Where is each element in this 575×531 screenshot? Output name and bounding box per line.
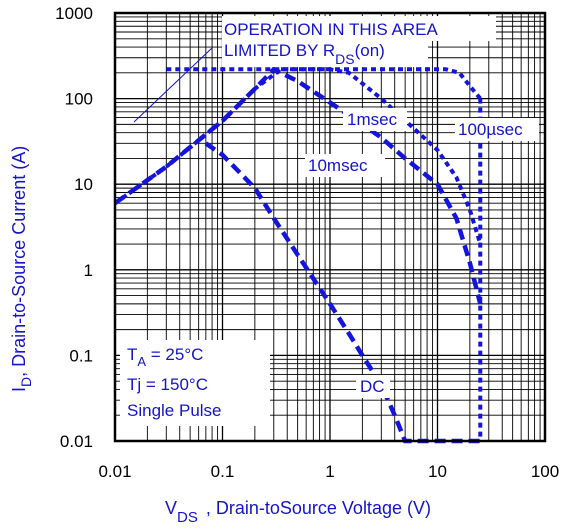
plot-frame [113, 11, 547, 443]
series-labels: 1msec 100µsec 10msec DC [305, 108, 539, 398]
region-pointer-line [133, 47, 213, 123]
series-label-100usec: 100µsec [458, 120, 523, 139]
cond-pulse: Single Pulse [127, 401, 222, 420]
series-line-100sec [281, 67, 482, 100]
y-tick-label: 100 [65, 90, 93, 109]
label-bg-1msec [343, 108, 407, 131]
series-line-dc [204, 141, 481, 444]
y-axis-label: ID, Drain-to-Source Current (A) [9, 146, 34, 392]
conditions-box: TA = 25°C Tj = 150°C Single Pulse [120, 340, 270, 426]
conditions-bg [120, 340, 270, 426]
region-label-line2: LIMITED BY RDS(on) [224, 41, 385, 67]
y-tick-labels: 0.01 0.1 1 10 100 1000 [55, 4, 93, 451]
y-tick-label: 0.1 [69, 346, 93, 365]
y-tick-label: 1 [84, 261, 93, 280]
region-label-line1: OPERATION IN THIS AREA [224, 20, 438, 39]
y-tick-label: 10 [74, 175, 93, 194]
label-bg-100usec [455, 118, 539, 141]
x-tick-label: 0.1 [211, 462, 235, 481]
series-label-dc: DC [360, 377, 385, 396]
label-bg-dc [356, 375, 390, 398]
region-annotation: OPERATION IN THIS AREA LIMITED BY RDS(on… [133, 16, 496, 123]
y-tick-label: 1000 [55, 4, 93, 23]
cond-tj: Tj = 150°C [127, 375, 208, 394]
series-line-1msec [113, 67, 483, 245]
series-label-10msec: 10msec [308, 156, 368, 175]
cond-ta: TA = 25°C [127, 345, 203, 369]
y-tick-label: 0.01 [60, 432, 93, 451]
series-label-1msec: 1msec [347, 110, 398, 129]
x-tick-label: 0.01 [98, 462, 131, 481]
x-tick-label: 1 [325, 462, 334, 481]
region-label-bg-2 [222, 41, 428, 67]
label-bg-10msec [305, 154, 385, 177]
x-tick-label: 10 [428, 462, 447, 481]
x-tick-label: 100 [531, 462, 559, 481]
region-label-bg-1 [222, 16, 496, 41]
x-tick-labels: 0.01 0.1 1 10 100 [98, 462, 559, 481]
x-axis-label: VDS, Drain-toSource Voltage (V) [165, 498, 431, 526]
